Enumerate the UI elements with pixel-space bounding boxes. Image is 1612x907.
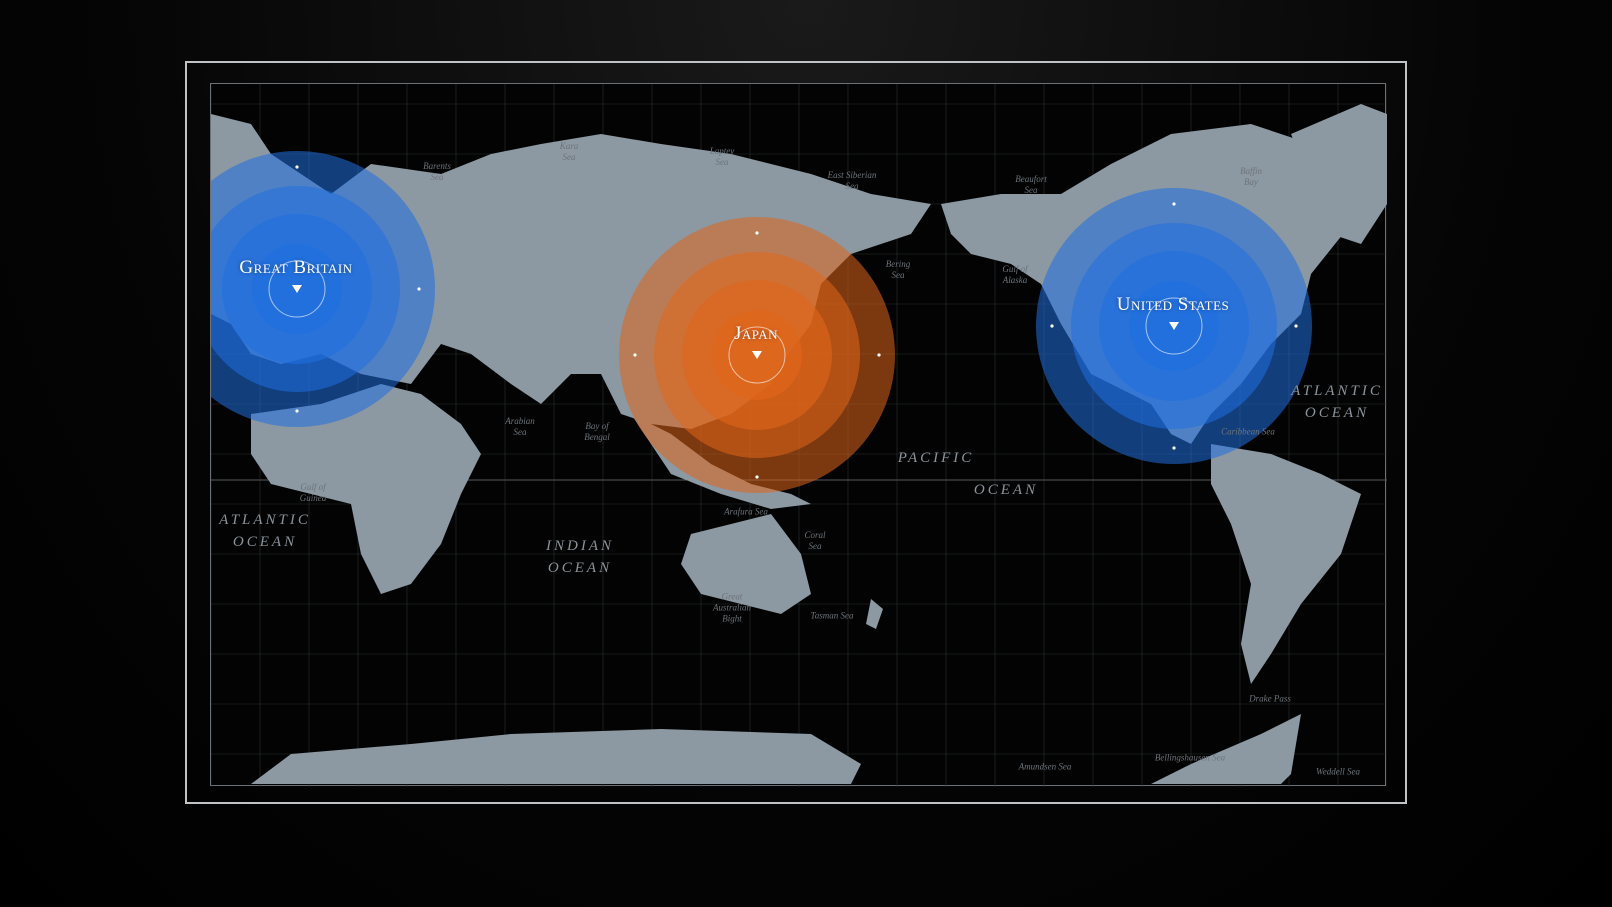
sea-label: Weddell Sea <box>1316 766 1360 777</box>
marker-tick-dot <box>1294 324 1298 328</box>
land-new-zealand <box>866 599 883 629</box>
land-australia <box>681 514 811 614</box>
sea-label: Laptev Sea <box>709 146 735 167</box>
sea-label: Arafura Sea <box>724 506 768 517</box>
marker-tick-dot <box>295 409 299 413</box>
marker-united-states <box>1036 188 1312 464</box>
sea-label: Arabian Sea <box>505 416 535 437</box>
land-antarctica <box>251 729 861 784</box>
sea-label: Gulf of Alaska <box>1002 264 1028 285</box>
sea-label: Baffin Bay <box>1240 166 1262 187</box>
sea-label: East Siberian Sea <box>827 170 877 191</box>
marker-tick-dot <box>1172 202 1176 206</box>
sea-label: Caribbean Sea <box>1221 426 1275 437</box>
marker-tick-dot <box>417 287 421 291</box>
sea-label: Tasman Sea <box>810 610 854 621</box>
ocean-label: PACIFIC <box>897 450 975 466</box>
sea-label: Bay of Bengal <box>584 421 610 442</box>
sea-label: Beaufort Sea <box>1015 174 1047 195</box>
marker-tick-dot <box>295 165 299 169</box>
marker-tick-dot <box>755 475 759 479</box>
marker-inner-ring <box>728 326 786 384</box>
marker-inner-ring <box>268 260 326 318</box>
marker-tick-dot <box>1172 446 1176 450</box>
ocean-label: ATLANTIC OCEAN <box>1291 383 1383 421</box>
marker-label-united-states[interactable]: United States <box>1116 294 1230 315</box>
marker-tick-dot <box>877 353 881 357</box>
map-outer-frame <box>185 61 1407 804</box>
marker-tick-dot <box>633 353 637 357</box>
marker-great-britain <box>211 151 435 427</box>
ocean-label: ATLANTIC OCEAN <box>219 512 311 550</box>
marker-label-japan[interactable]: Japan <box>733 323 779 344</box>
land-africa <box>251 384 481 594</box>
sea-label: Amundsen Sea <box>1018 761 1072 772</box>
land-antarctic-peninsula <box>1151 714 1301 784</box>
sea-label: Coral Sea <box>804 530 826 551</box>
land-south-america <box>1211 444 1361 684</box>
world-map <box>210 83 1387 787</box>
marker-inner-ring <box>1145 297 1203 355</box>
sea-label: Bellingshausen Sea <box>1154 752 1226 763</box>
ocean-label: INDIAN OCEAN <box>546 538 614 576</box>
sea-label: Bering Sea <box>885 259 911 280</box>
ocean-label: OCEAN <box>973 482 1039 498</box>
sea-label: Barents Sea <box>423 161 451 182</box>
map-canvas <box>211 84 1387 787</box>
sea-label: Great Australian Bight <box>712 591 752 624</box>
marker-label-great-britain[interactable]: Great Britain <box>239 257 353 278</box>
marker-circles <box>211 151 1312 493</box>
marker-tick-dot <box>1050 324 1054 328</box>
land-greenland <box>1291 104 1387 244</box>
sea-label: Drake Pass <box>1249 693 1291 704</box>
marker-tick-dot <box>755 231 759 235</box>
sea-label: Kara Sea <box>559 141 579 162</box>
marker-japan <box>619 217 895 493</box>
triangle-down-icon <box>1169 322 1179 330</box>
sea-label: Gulf of Guinea <box>299 482 327 503</box>
triangle-down-icon <box>752 351 762 359</box>
triangle-down-icon <box>292 285 302 293</box>
